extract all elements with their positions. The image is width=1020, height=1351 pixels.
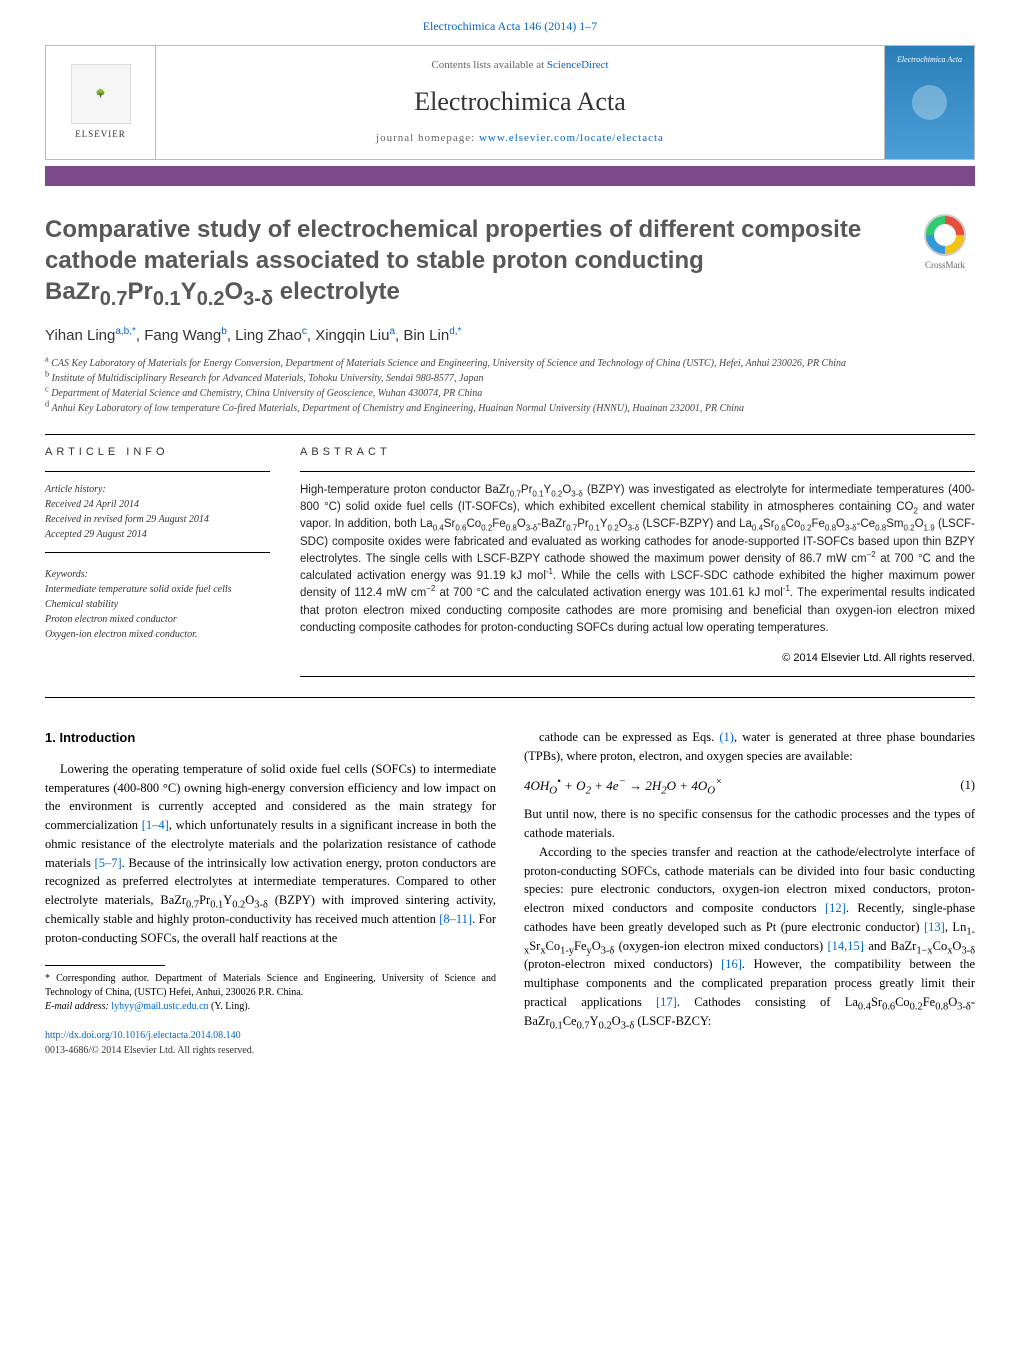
equation-expression: 4OHO• + O2 + 4e− → 2H2O + 4OO× [524, 776, 945, 796]
affiliations-block: a CAS Key Laboratory of Materials for En… [45, 356, 975, 416]
affiliation-c: c Department of Material Science and Che… [45, 386, 975, 401]
doi-block: http://dx.doi.org/10.1016/j.electacta.20… [45, 1028, 496, 1058]
col2-paragraph-3: According to the species transfer and re… [524, 843, 975, 1031]
history-label: Article history: [45, 482, 270, 497]
body-left-column: 1. Introduction Lowering the operating t… [45, 728, 496, 1058]
elsevier-tree-icon: 🌳 [71, 64, 131, 124]
top-citation: Electrochimica Acta 146 (2014) 1–7 [0, 0, 1020, 45]
journal-cover-thumb: Electrochimica Acta [884, 46, 974, 159]
crossmark-icon [924, 214, 966, 256]
equation-number: (1) [945, 776, 975, 795]
keywords-divider [45, 552, 270, 553]
corresponding-author-footnote: * Corresponding author. Department of Ma… [45, 972, 496, 1014]
body-right-column: cathode can be expressed as Eqs. (1), wa… [524, 728, 975, 1058]
keywords-label: Keywords: [45, 567, 270, 582]
history-received: Received 24 April 2014 [45, 497, 270, 512]
keyword-4: Oxygen-ion electron mixed conductor. [45, 627, 270, 642]
history-accepted: Accepted 29 August 2014 [45, 527, 270, 542]
crossmark-label: CrossMark [925, 260, 965, 270]
abstract-heading: ABSTRACT [300, 445, 975, 460]
abstract-bottom-divider [300, 676, 975, 677]
elsevier-text: ELSEVIER [75, 128, 126, 141]
affiliation-a: a CAS Key Laboratory of Materials for En… [45, 356, 975, 371]
history-revised: Received in revised form 29 August 2014 [45, 512, 270, 527]
abstract-divider [300, 471, 975, 472]
equation-1: 4OHO• + O2 + 4e− → 2H2O + 4OO× (1) [524, 776, 975, 796]
affiliation-d: d Anhui Key Laboratory of low temperatur… [45, 401, 975, 416]
homepage-link[interactable]: www.elsevier.com/locate/electacta [479, 132, 664, 144]
article-title: Comparative study of electrochemical pro… [45, 214, 975, 308]
purple-divider-bar [45, 166, 975, 186]
keyword-3: Proton electron mixed conductor [45, 612, 270, 627]
keywords-block: Keywords: Intermediate temperature solid… [45, 567, 270, 642]
keyword-1: Intermediate temperature solid oxide fue… [45, 582, 270, 597]
body-top-divider [45, 697, 975, 698]
cover-graphic [912, 85, 947, 120]
abstract-column: ABSTRACT High-temperature proton conduct… [300, 445, 975, 687]
article-info-column: ARTICLE INFO Article history: Received 2… [45, 445, 270, 687]
footnote-separator [45, 965, 165, 966]
issn-copyright-line: 0013-4686/© 2014 Elsevier Ltd. All right… [45, 1045, 254, 1056]
email-label: E-mail address: [45, 1001, 111, 1012]
footnote-text: * Corresponding author. Department of Ma… [45, 973, 496, 998]
corresponding-email-link[interactable]: lyhyy@mail.ustc.edu.cn [111, 1001, 208, 1012]
authors-line: Yihan Linga,b,*, Fang Wangb, Ling Zhaoc,… [45, 325, 975, 346]
keyword-2: Chemical stability [45, 597, 270, 612]
email-suffix: (Y. Ling). [209, 1001, 250, 1012]
journal-homepage-line: journal homepage: www.elsevier.com/locat… [176, 131, 864, 146]
contents-prefix: Contents lists available at [431, 59, 546, 71]
info-divider [45, 471, 270, 472]
divider-top [45, 434, 975, 435]
journal-header: 🌳 ELSEVIER Contents lists available at S… [45, 45, 975, 160]
abstract-text: High-temperature proton conductor BaZr0.… [300, 482, 975, 637]
homepage-prefix: journal homepage: [376, 132, 479, 144]
doi-link[interactable]: http://dx.doi.org/10.1016/j.electacta.20… [45, 1030, 241, 1041]
cover-label: Electrochimica Acta [897, 54, 962, 65]
article-info-heading: ARTICLE INFO [45, 445, 270, 460]
journal-name: Electrochimica Acta [176, 84, 864, 120]
col2-paragraph-2: But until now, there is no specific cons… [524, 805, 975, 843]
elsevier-logo: 🌳 ELSEVIER [46, 46, 156, 159]
body-two-column: 1. Introduction Lowering the operating t… [45, 728, 975, 1058]
intro-heading: 1. Introduction [45, 728, 496, 748]
intro-paragraph-1: Lowering the operating temperature of so… [45, 760, 496, 948]
affiliation-b: b Institute of Multidisciplinary Researc… [45, 371, 975, 386]
crossmark-badge[interactable]: CrossMark [915, 214, 975, 272]
header-center: Contents lists available at ScienceDirec… [156, 46, 884, 159]
sciencedirect-link[interactable]: ScienceDirect [547, 59, 609, 71]
article-history: Article history: Received 24 April 2014 … [45, 482, 270, 542]
contents-available-line: Contents lists available at ScienceDirec… [176, 58, 864, 73]
copyright-line: © 2014 Elsevier Ltd. All rights reserved… [300, 651, 975, 666]
col2-paragraph-1: cathode can be expressed as Eqs. (1), wa… [524, 728, 975, 766]
